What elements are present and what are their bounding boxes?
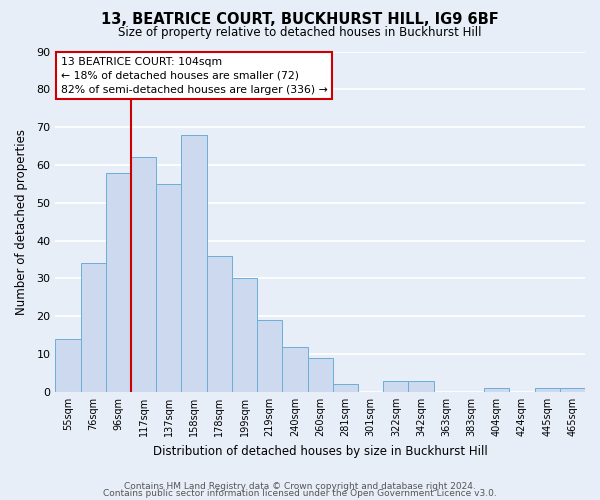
Bar xyxy=(232,278,257,392)
Text: Contains HM Land Registry data © Crown copyright and database right 2024.: Contains HM Land Registry data © Crown c… xyxy=(124,482,476,491)
Bar xyxy=(55,339,80,392)
Bar xyxy=(560,388,585,392)
Bar xyxy=(257,320,283,392)
X-axis label: Distribution of detached houses by size in Buckhurst Hill: Distribution of detached houses by size … xyxy=(153,444,488,458)
Bar xyxy=(535,388,560,392)
Bar xyxy=(308,358,333,392)
Bar xyxy=(181,134,206,392)
Text: Size of property relative to detached houses in Buckhurst Hill: Size of property relative to detached ho… xyxy=(118,26,482,39)
Bar xyxy=(409,380,434,392)
Text: 13 BEATRICE COURT: 104sqm
← 18% of detached houses are smaller (72)
82% of semi-: 13 BEATRICE COURT: 104sqm ← 18% of detac… xyxy=(61,56,328,94)
Y-axis label: Number of detached properties: Number of detached properties xyxy=(15,128,28,314)
Text: 13, BEATRICE COURT, BUCKHURST HILL, IG9 6BF: 13, BEATRICE COURT, BUCKHURST HILL, IG9 … xyxy=(101,12,499,28)
Bar xyxy=(80,264,106,392)
Bar xyxy=(106,172,131,392)
Text: Contains public sector information licensed under the Open Government Licence v3: Contains public sector information licen… xyxy=(103,488,497,498)
Bar xyxy=(484,388,509,392)
Bar xyxy=(156,184,181,392)
Bar xyxy=(131,158,156,392)
Bar xyxy=(283,346,308,392)
Bar xyxy=(333,384,358,392)
Bar xyxy=(206,256,232,392)
Bar xyxy=(383,380,409,392)
